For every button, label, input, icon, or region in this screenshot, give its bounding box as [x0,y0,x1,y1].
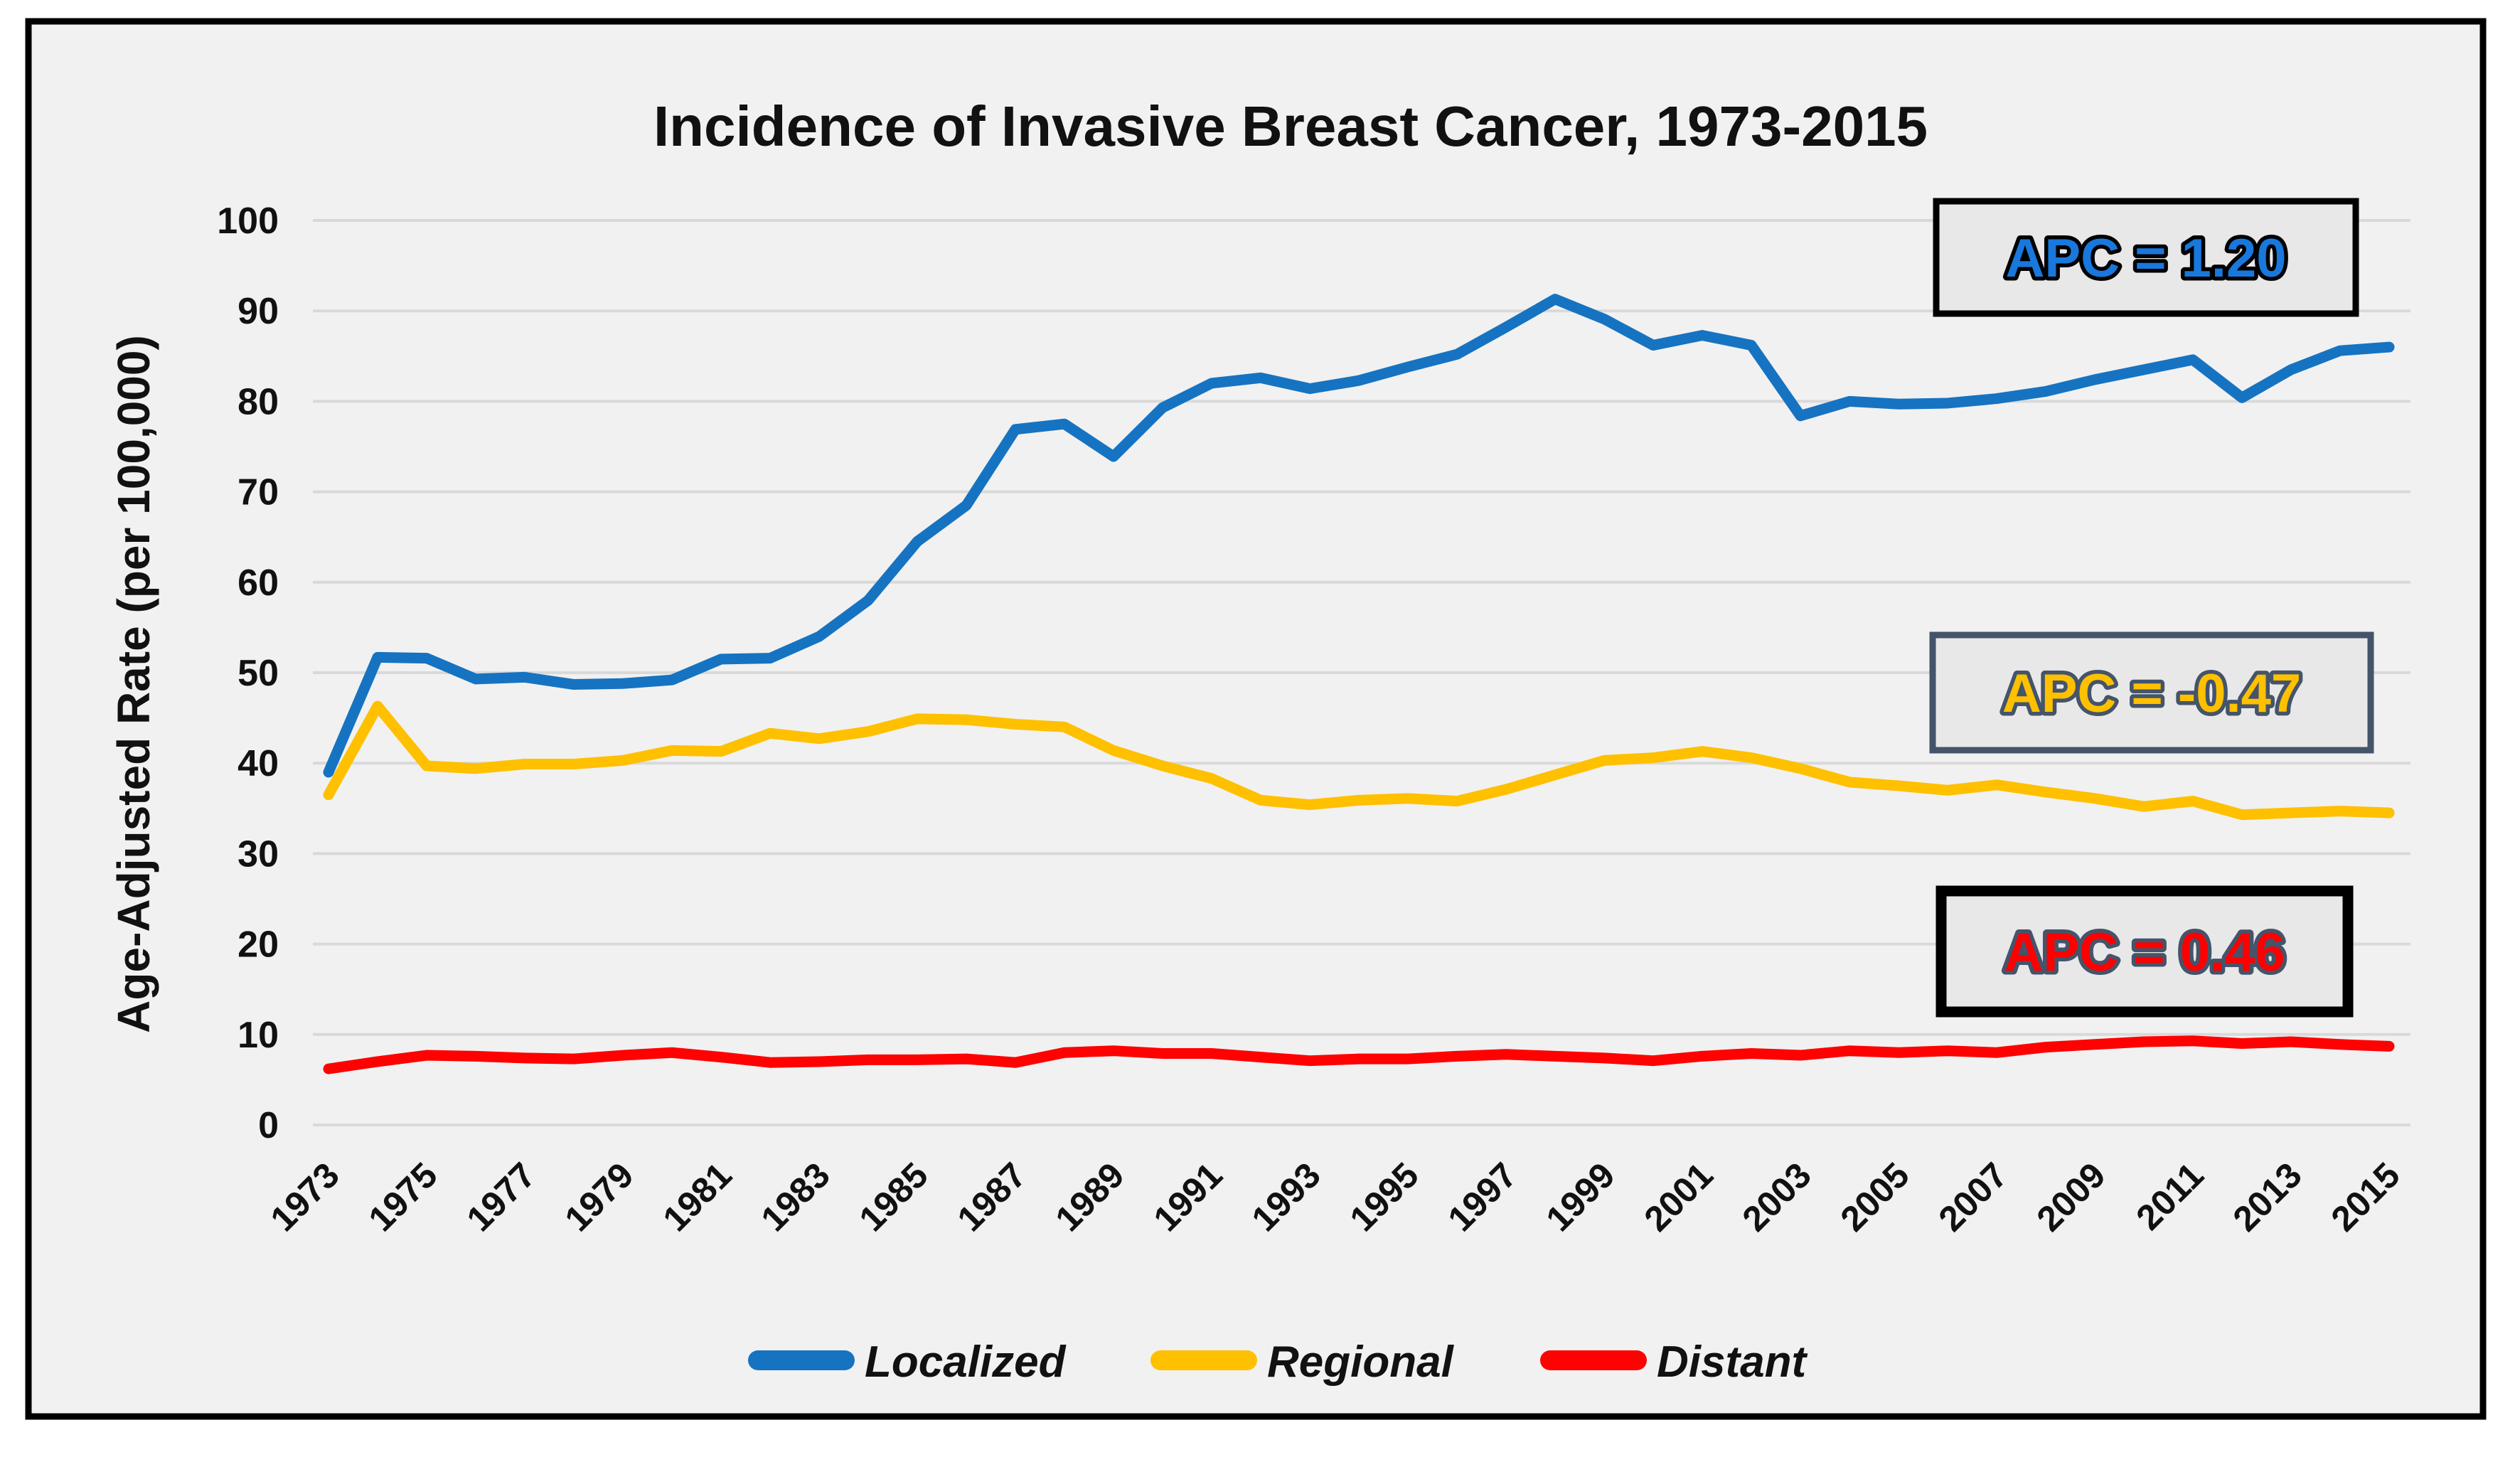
series-line-distant [323,1035,2395,1074]
y-tick-label-100: 100 [217,201,279,242]
y-tick-label-20: 20 [237,924,279,966]
y-tick-label-50: 50 [237,653,279,694]
legend-item-distant: Distant [1540,1338,1808,1387]
y-axis-title: Age-Adjusted Rate (per 100,000) [108,335,159,1033]
apc-box-distant [1936,885,2354,1018]
y-tick-label-80: 80 [237,381,279,422]
apc-label-distant: APC = 0.46 [2004,922,2285,983]
series-line-regional [323,700,2395,821]
y-tick-label-10: 10 [237,1015,279,1056]
apc-annotation-regional: APC = -0.47 [1929,631,2374,754]
legend-label-localized: Localized [865,1338,1067,1387]
legend-swatch-regional [1150,1350,1257,1370]
y-tick-label-0: 0 [258,1105,279,1146]
y-tick-label-70: 70 [237,472,279,513]
apc-box-regional [1929,631,2374,754]
y-tick-label-90: 90 [237,291,279,332]
legend-item-regional: Regional [1150,1338,1455,1387]
legend: Localized Regional Distant [748,1338,1808,1387]
legend-label-regional: Regional [1267,1338,1455,1387]
apc-annotation-localized: APC = 1.20 [1933,198,2359,317]
apc-annotation-distant: APC = 0.46 [1936,885,2354,1018]
y-tick-label-30: 30 [237,833,279,875]
y-tick-label-40: 40 [237,743,279,784]
apc-box-localized [1933,198,2359,317]
y-axis-tick-labels: 0 10 20 30 40 50 60 70 80 90 100 [217,201,279,1146]
legend-item-localized: Localized [748,1338,1067,1387]
chart-title: Incidence of Invasive Breast Cancer, 197… [653,95,1928,158]
y-tick-label-60: 60 [237,562,279,604]
legend-label-distant: Distant [1657,1338,1808,1387]
apc-label-localized: APC = 1.20 [2006,228,2287,289]
legend-swatch-localized [748,1350,855,1370]
legend-swatch-distant [1540,1350,1647,1370]
series-lines [323,294,2395,1074]
apc-annotation-boxes: APC = 1.20 APC = -0.47 APC = 0.46 [1929,198,2374,1018]
apc-label-regional: APC = -0.47 [2002,663,2301,724]
series-line-localized [323,294,2395,778]
